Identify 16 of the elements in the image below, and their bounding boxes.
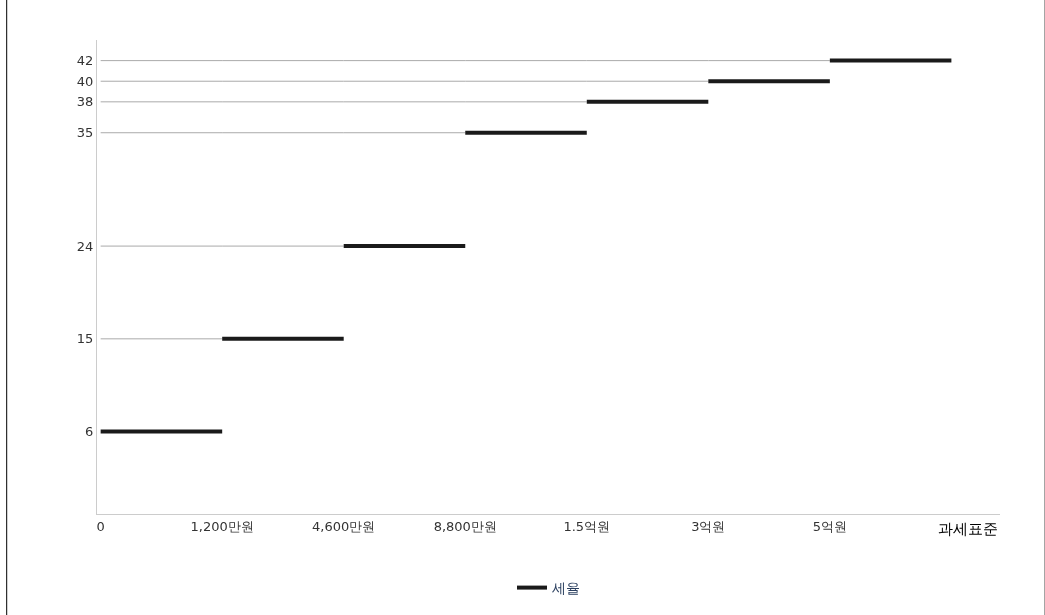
x-tick-label: 8,800만원 [433,518,497,534]
y-tick-label: 40 [76,73,94,89]
y-tick-label: 15 [76,331,94,347]
x-tick-label: 1.5억원 [563,518,611,534]
x-tick-label: 3억원 [691,518,726,534]
x-tick-label: 4,600만원 [312,518,376,534]
x-tick-label: 1,200만원 [190,518,254,534]
y-tick-label: 35 [76,125,94,141]
x-tick-label: 5억원 [812,518,847,534]
legend-label: 세율 [552,580,580,597]
x-axis-title: 과세표준 [938,520,998,538]
y-tick-label: 38 [76,94,94,110]
y-tick-label: 42 [76,53,94,69]
y-tick-label: 6 [85,424,94,440]
y-tick-label: 24 [76,238,94,254]
x-tick-label: 0 [96,518,105,534]
